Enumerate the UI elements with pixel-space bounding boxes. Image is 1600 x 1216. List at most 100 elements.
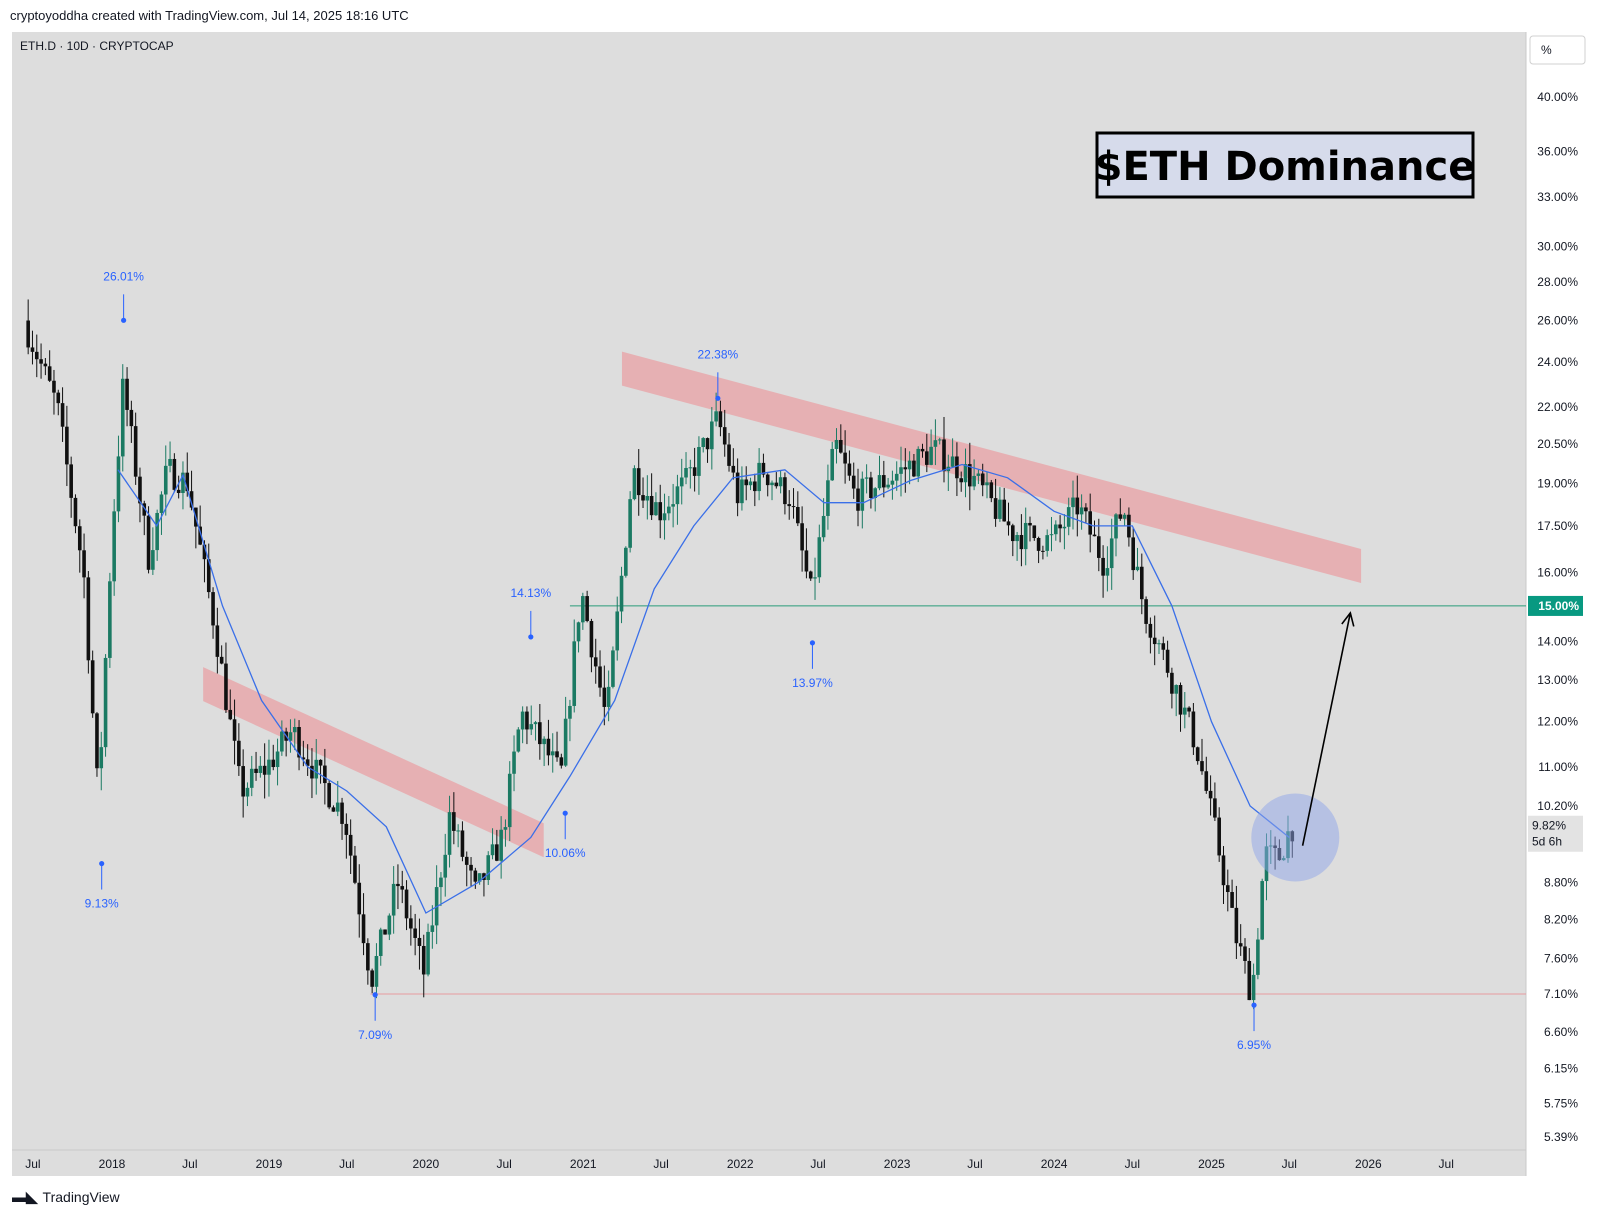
candle-body [636,468,641,496]
candle-body [817,537,822,578]
candle-body [1213,798,1217,818]
x-tick-label: 2025 [1198,1157,1225,1171]
candle-103 [469,857,473,887]
time-axis[interactable]: Jul 2018 Jul 2019 Jul 2020 Jul 2021 Jul 2022 Jul 20… [25,1157,1454,1171]
candle-body [241,766,245,797]
candle-29 [151,527,155,575]
candle-90 [413,913,417,956]
price-axis[interactable]: 40.00% 36.00% 33.00% 30.00% 28.00% 26.00% 24.0… [1528,90,1583,1144]
level-price-tag-label: 15.00% [1538,599,1579,613]
candle-177 [787,490,792,520]
candle-271 [1191,703,1196,755]
candle-262 [1152,615,1157,666]
candle-261 [1148,617,1153,654]
candle-48 [232,699,237,765]
candle-body [310,765,314,779]
scale-toggle-button[interactable]: % [1529,35,1586,65]
x-tick-label: Jul [653,1157,668,1171]
candle-body [1182,707,1187,715]
candle-27 [142,500,147,536]
candle-193 [856,468,860,527]
candle-102 [464,851,469,887]
candle-body [30,347,35,352]
candle-body [159,494,164,513]
candle-body [1230,892,1234,908]
candle-body [103,657,108,748]
candle-82 [378,927,383,966]
candle-body [1256,939,1260,975]
candle-body [1191,711,1196,748]
candle-body [1002,499,1007,522]
candle-236 [1041,545,1045,560]
candle-body [563,718,568,766]
symbol-label: ETH.D · 10D · CRYPTOCAP [20,39,174,53]
candle-118 [533,720,538,741]
candle-body [1049,534,1054,536]
y-tick-label: 12.00% [1537,715,1578,729]
candle-196 [869,471,873,509]
annotation-high: 26.01% [103,269,144,323]
candle-124 [559,753,564,769]
candle-5 [47,350,52,383]
candle-188 [834,428,839,464]
candle-45 [219,645,224,665]
candle-body [525,711,529,730]
candle-182 [808,570,813,581]
candle-98 [447,795,452,868]
candle-101 [460,821,465,862]
candle-body [116,456,121,512]
y-tick-label: 10.20% [1537,799,1578,813]
candle-body [1062,526,1067,529]
candle-body [439,877,443,888]
candle-204 [903,448,908,493]
candle-body [357,882,362,915]
candle-40 [198,505,202,546]
candle-91 [417,918,422,970]
candle-140 [628,491,632,553]
candle-body [538,722,542,745]
candle-123 [555,731,559,762]
candle-120 [542,736,546,767]
candle-220 [972,459,976,491]
candle-body [550,751,555,756]
projection-arrow-head [1341,611,1355,627]
candle-body [460,830,465,857]
candle-body [206,559,211,593]
candle-body [1118,514,1123,519]
candle-230 [1015,531,1019,561]
candle-138 [619,566,624,624]
candle-246 [1084,503,1088,523]
candle-162 [722,409,727,457]
candle-202 [894,461,899,491]
annotation-low: 10.06% [545,810,586,860]
candle-body [267,759,271,775]
candle-6 [52,369,56,415]
candle-body [413,928,417,938]
last-price-tag: 9.82% 5d 6h [1528,815,1583,852]
candle-body [327,783,331,808]
candle-body [589,621,594,658]
annotation-label: 7.09% [358,1028,392,1042]
candle-body [770,482,774,486]
candle-body [232,719,237,741]
candle-191 [847,450,852,481]
candle-body [555,751,559,758]
candle-body [495,844,499,861]
projection-arrow-shaft [1301,612,1352,846]
candle-body [1204,771,1209,791]
candle-body [1071,497,1075,508]
x-tick-label: Jul [1439,1157,1454,1171]
candle-body [516,729,521,752]
candle-body [65,426,69,465]
candle-body [649,495,654,516]
tradingview-logo[interactable]: ▬◣ TradingView [12,1188,120,1206]
candle-12 [77,519,82,573]
candle-85 [391,866,396,934]
candle-265 [1165,640,1170,678]
candle-body [176,489,181,494]
candle-165 [735,458,740,517]
annotation-low: 7.09% [358,992,392,1042]
candle-body [1096,536,1101,558]
candle-43 [211,587,215,639]
